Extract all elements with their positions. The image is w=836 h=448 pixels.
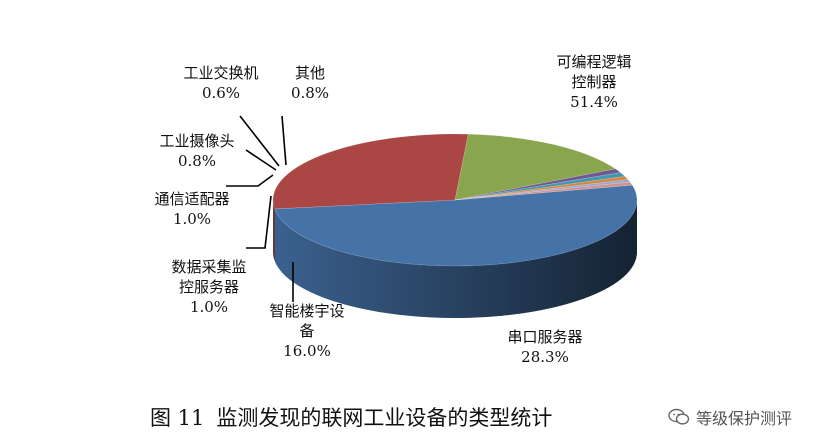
slice-可编程逻辑控制器 <box>274 184 638 267</box>
slice-串口服务器-label: 串口服务器 28.3% <box>507 328 582 366</box>
slice-通信适配器-leader <box>226 174 274 187</box>
figure-caption: 图 11 监测发现的联网工业设备的类型统计 <box>150 402 552 432</box>
wechat-icon <box>668 408 690 425</box>
slice-可编程逻辑控制器-side-shade <box>274 200 637 318</box>
leader-lines <box>226 115 294 302</box>
slice-智能楼宇设备 <box>454 133 617 201</box>
figure-number: 图 11 <box>150 406 205 430</box>
slice-工业摄像头-label: 工业摄像头 0.8% <box>159 132 234 170</box>
slice-串口服务器-side-shade <box>273 200 275 261</box>
slice-通信适配器-label: 通信适配器 1.0% <box>154 190 229 228</box>
slice-数据采集监控服务器 <box>454 168 622 201</box>
slice-其他 <box>454 181 633 201</box>
slice-其他-leader <box>281 115 287 166</box>
watermark-text: 等级保护测评 <box>696 409 793 428</box>
slice-工业交换机-label: 工业交换机 0.6% <box>183 64 258 102</box>
slice-串口服务器 <box>272 133 469 210</box>
slice-可编程逻辑控制器-label: 可编程逻辑控制器 51.4% <box>556 53 631 111</box>
slice-通信适配器 <box>454 172 626 201</box>
slice-数据采集监控服务器-leader <box>246 195 272 249</box>
pie-chart: 可编程逻辑控制器 51.4% 串口服务器 28.3% 智能楼宇设备 16.0% 数据采集监控… <box>154 53 638 366</box>
slice-智能楼宇设备-label: 智能楼宇设备 16.0% <box>269 302 344 360</box>
pie-sides <box>273 200 637 318</box>
slice-数据采集监控服务器-label: 数据采集监控服务器 1.0% <box>171 258 246 316</box>
slice-工业摄像头-leader <box>245 149 277 171</box>
pie-tops <box>272 133 638 267</box>
slice-其他-label: 其他 0.8% <box>291 64 329 102</box>
slice-工业摄像头 <box>454 176 629 201</box>
slice-工业交换机-leader <box>239 115 280 167</box>
figure-caption-text: 监测发现的联网工业设备的类型统计 <box>216 406 553 430</box>
slice-工业交换机 <box>454 179 631 201</box>
slice-labels: 可编程逻辑控制器 51.4% 串口服务器 28.3% 智能楼宇设备 16.0% 数据采集监控… <box>154 53 631 366</box>
watermark: 等级保护测评 <box>662 404 799 430</box>
